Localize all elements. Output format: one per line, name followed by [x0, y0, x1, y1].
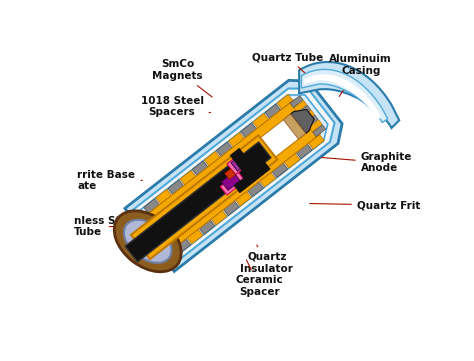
Text: SmCo
Magnets: SmCo Magnets	[152, 60, 212, 97]
Polygon shape	[144, 199, 159, 213]
Polygon shape	[309, 135, 324, 149]
Polygon shape	[144, 104, 318, 251]
Polygon shape	[313, 125, 326, 136]
Polygon shape	[283, 114, 306, 139]
Text: rrite Base
ate: rrite Base ate	[77, 170, 142, 191]
Polygon shape	[125, 142, 271, 262]
Polygon shape	[284, 153, 300, 168]
Ellipse shape	[124, 220, 172, 263]
PathPatch shape	[301, 69, 388, 123]
Polygon shape	[241, 123, 256, 138]
Polygon shape	[168, 180, 183, 195]
Text: 1018 Steel
Spacers: 1018 Steel Spacers	[141, 96, 210, 117]
Ellipse shape	[144, 238, 152, 245]
Text: Graphite
Anode: Graphite Anode	[321, 152, 412, 174]
Polygon shape	[131, 135, 277, 259]
Polygon shape	[175, 239, 191, 253]
Polygon shape	[290, 96, 303, 108]
Polygon shape	[301, 110, 314, 122]
Polygon shape	[309, 120, 322, 132]
PathPatch shape	[304, 74, 381, 120]
Polygon shape	[225, 169, 236, 179]
Polygon shape	[248, 182, 264, 197]
Polygon shape	[234, 162, 270, 193]
Polygon shape	[231, 156, 246, 171]
Polygon shape	[204, 151, 220, 166]
Polygon shape	[298, 105, 310, 117]
Polygon shape	[236, 191, 251, 206]
Polygon shape	[221, 172, 240, 190]
Polygon shape	[294, 100, 307, 112]
PathPatch shape	[299, 62, 399, 128]
Polygon shape	[224, 201, 239, 216]
Polygon shape	[133, 88, 335, 263]
Polygon shape	[230, 148, 260, 182]
Polygon shape	[277, 95, 293, 109]
Polygon shape	[227, 154, 247, 175]
Polygon shape	[296, 144, 312, 158]
Text: Aluminuim
Casing: Aluminuim Casing	[329, 54, 392, 96]
Polygon shape	[156, 189, 172, 204]
Text: Quartz
Insulator: Quartz Insulator	[240, 245, 293, 274]
Polygon shape	[142, 100, 300, 225]
Polygon shape	[163, 126, 320, 252]
Text: Ceramic
Spacer: Ceramic Spacer	[235, 260, 283, 297]
Polygon shape	[125, 81, 342, 271]
Text: nless Steel
Tube: nless Steel Tube	[74, 216, 139, 238]
Polygon shape	[305, 115, 318, 127]
Ellipse shape	[114, 211, 181, 272]
Text: Quartz Frit: Quartz Frit	[310, 200, 420, 210]
Polygon shape	[192, 161, 208, 175]
Text: Quartz Tube: Quartz Tube	[252, 52, 323, 80]
Polygon shape	[220, 172, 245, 195]
Polygon shape	[199, 220, 215, 235]
Polygon shape	[260, 173, 275, 187]
Polygon shape	[272, 163, 288, 178]
Polygon shape	[265, 104, 281, 119]
Polygon shape	[253, 113, 269, 128]
Polygon shape	[187, 229, 203, 244]
Polygon shape	[211, 210, 227, 225]
Polygon shape	[228, 132, 244, 147]
Polygon shape	[180, 170, 196, 185]
Polygon shape	[217, 142, 232, 157]
Polygon shape	[137, 95, 328, 258]
Polygon shape	[291, 109, 314, 134]
